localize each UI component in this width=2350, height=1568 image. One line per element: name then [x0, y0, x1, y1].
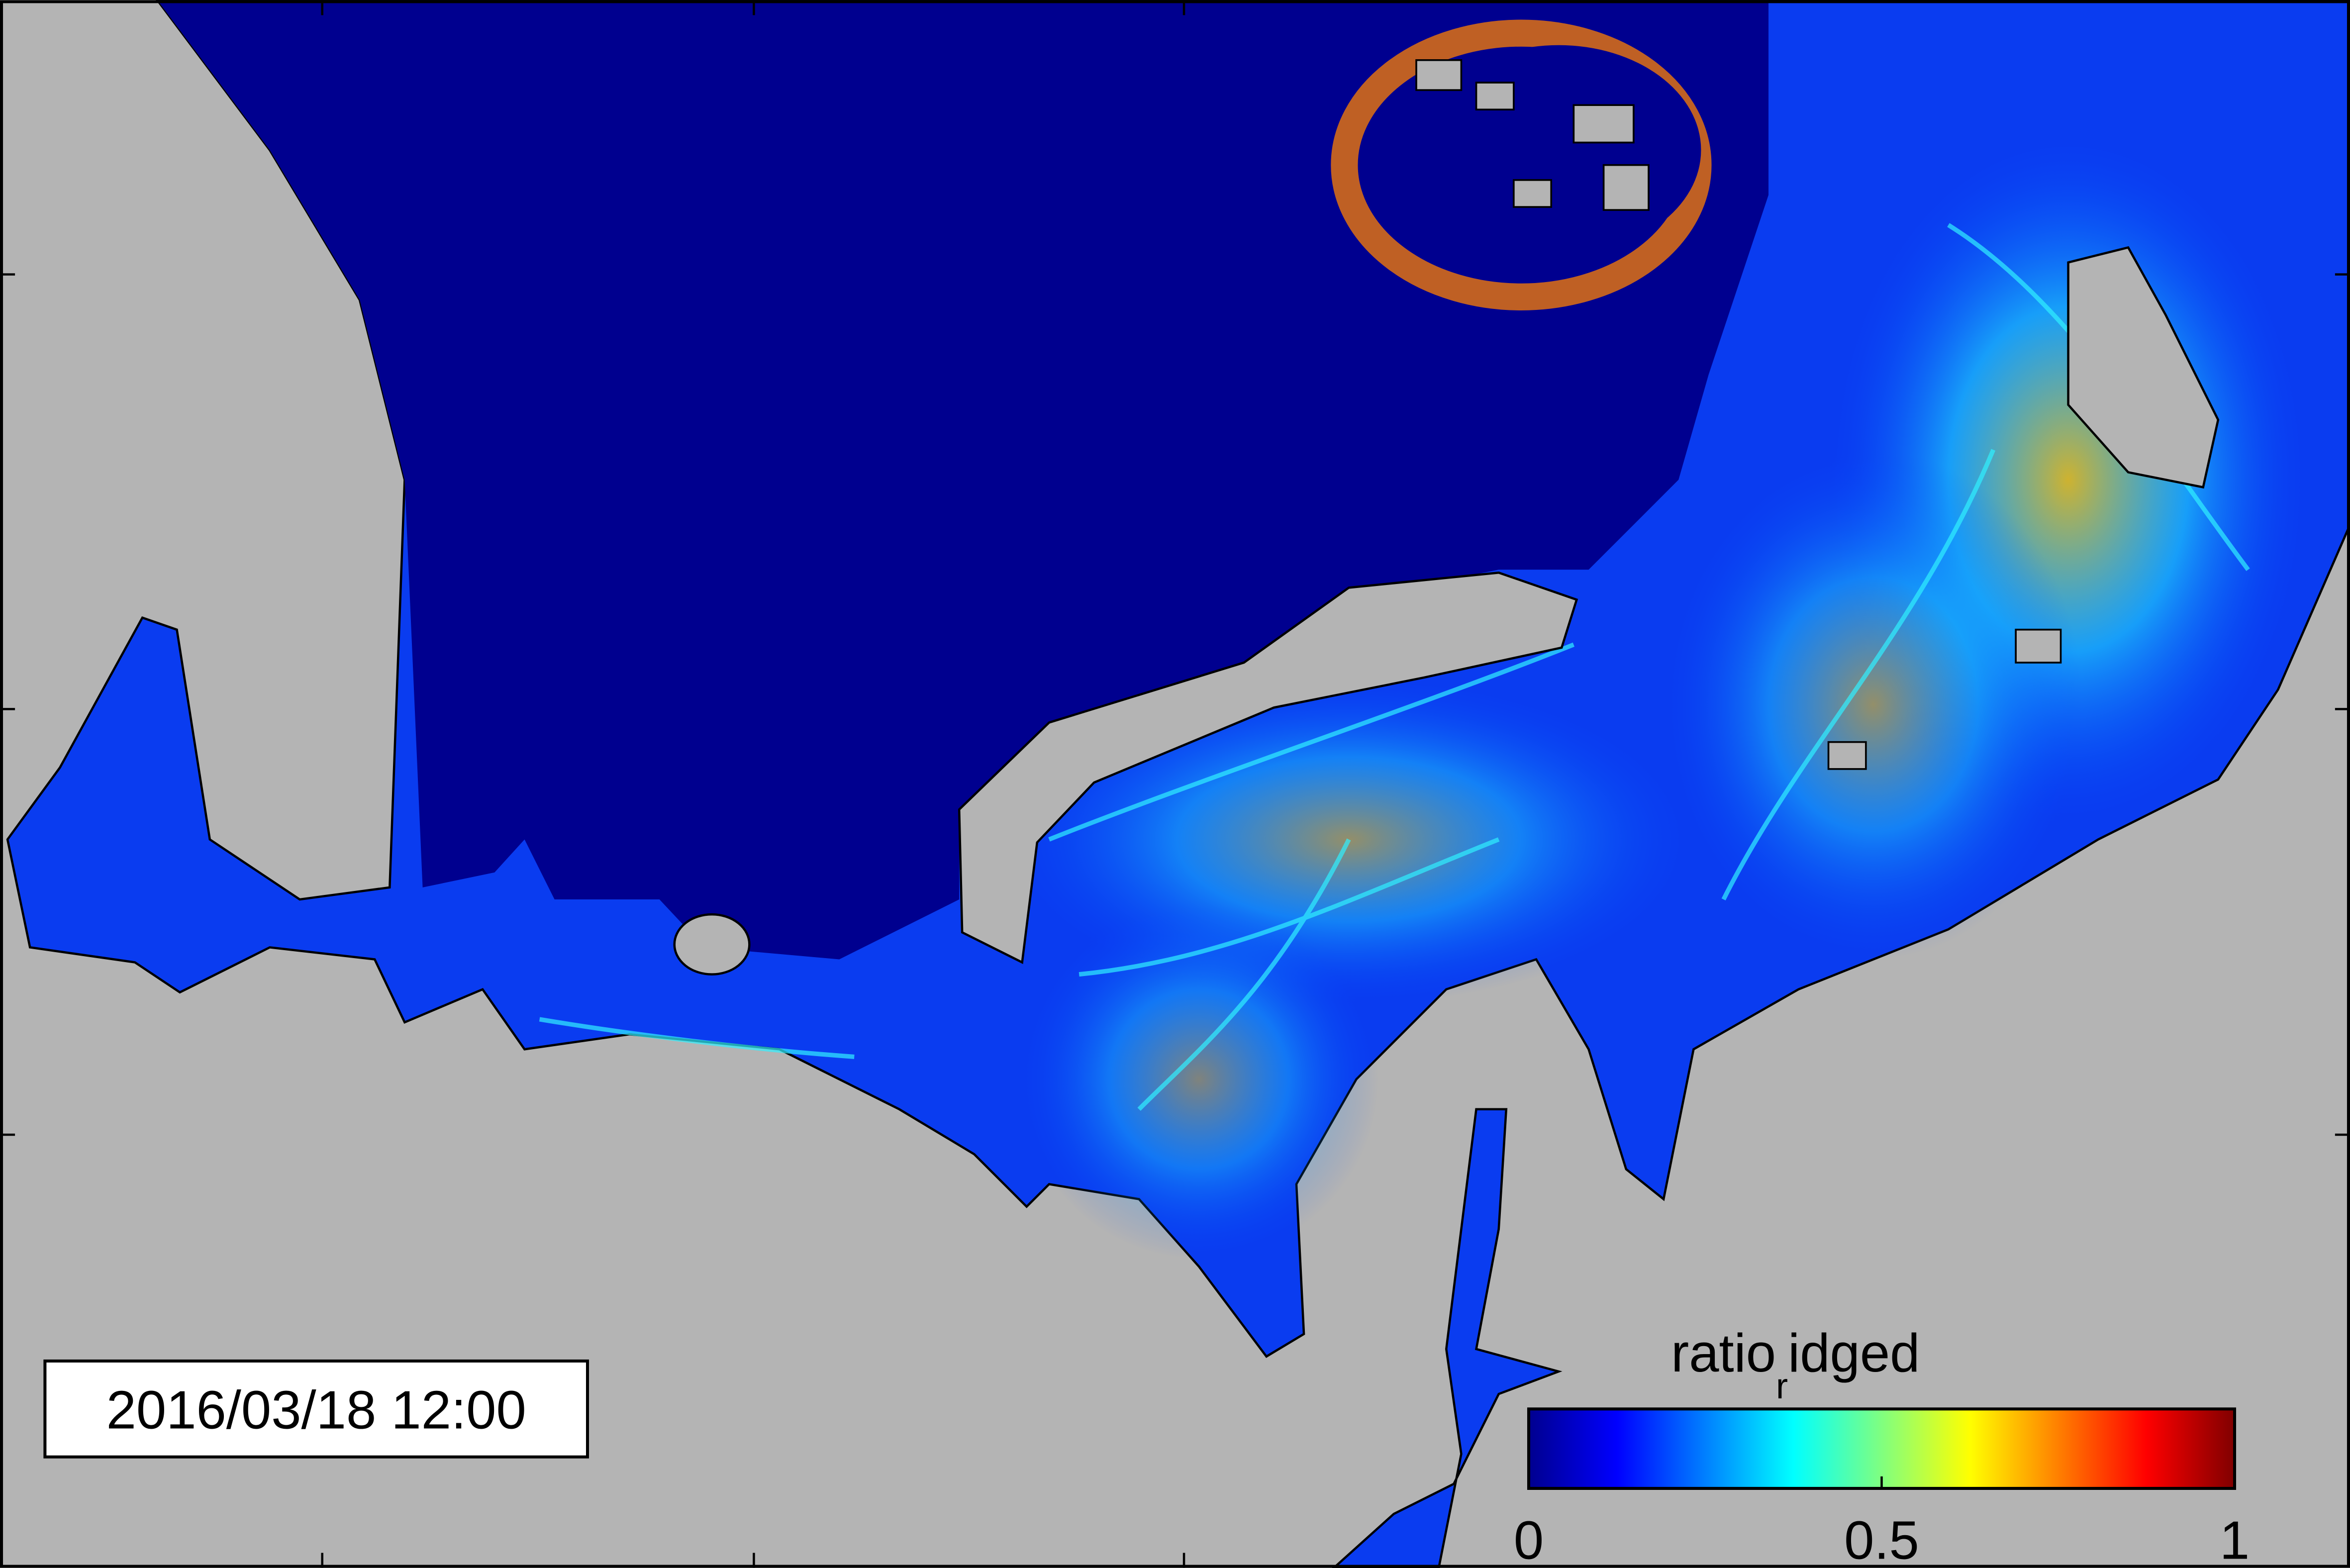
- island: [673, 913, 751, 976]
- colorbar-tick-label: 0.5: [1844, 1510, 1919, 1568]
- colorbar: [1527, 1407, 2237, 1490]
- colorbar-label-subscript: r: [1776, 1367, 1788, 1406]
- colorbar-tick-label: 0: [1514, 1510, 1544, 1568]
- colorbar-label-rest: idged: [1788, 1323, 1920, 1383]
- islands: [1415, 59, 2062, 770]
- peninsula: [2067, 246, 2220, 489]
- timestamp-box: [43, 1359, 589, 1459]
- colorbar-label: ratioridged: [1671, 1323, 1920, 1406]
- peninsula: [958, 571, 1578, 964]
- river-ice: [1332, 1108, 1563, 1568]
- colorbar-tick-label: 1: [2220, 1510, 2250, 1568]
- ridged-ice-zone: [1019, 899, 1379, 1260]
- timestamp: 2016/03/18 12:00: [106, 1379, 526, 1440]
- ice-streaks: [539, 223, 2250, 1111]
- ridged-ice-zone: [1664, 450, 2083, 960]
- colorbar-label-main: ratio: [1671, 1323, 1776, 1383]
- colorbar-ticks: 0 0.5 1: [1514, 1476, 2250, 1568]
